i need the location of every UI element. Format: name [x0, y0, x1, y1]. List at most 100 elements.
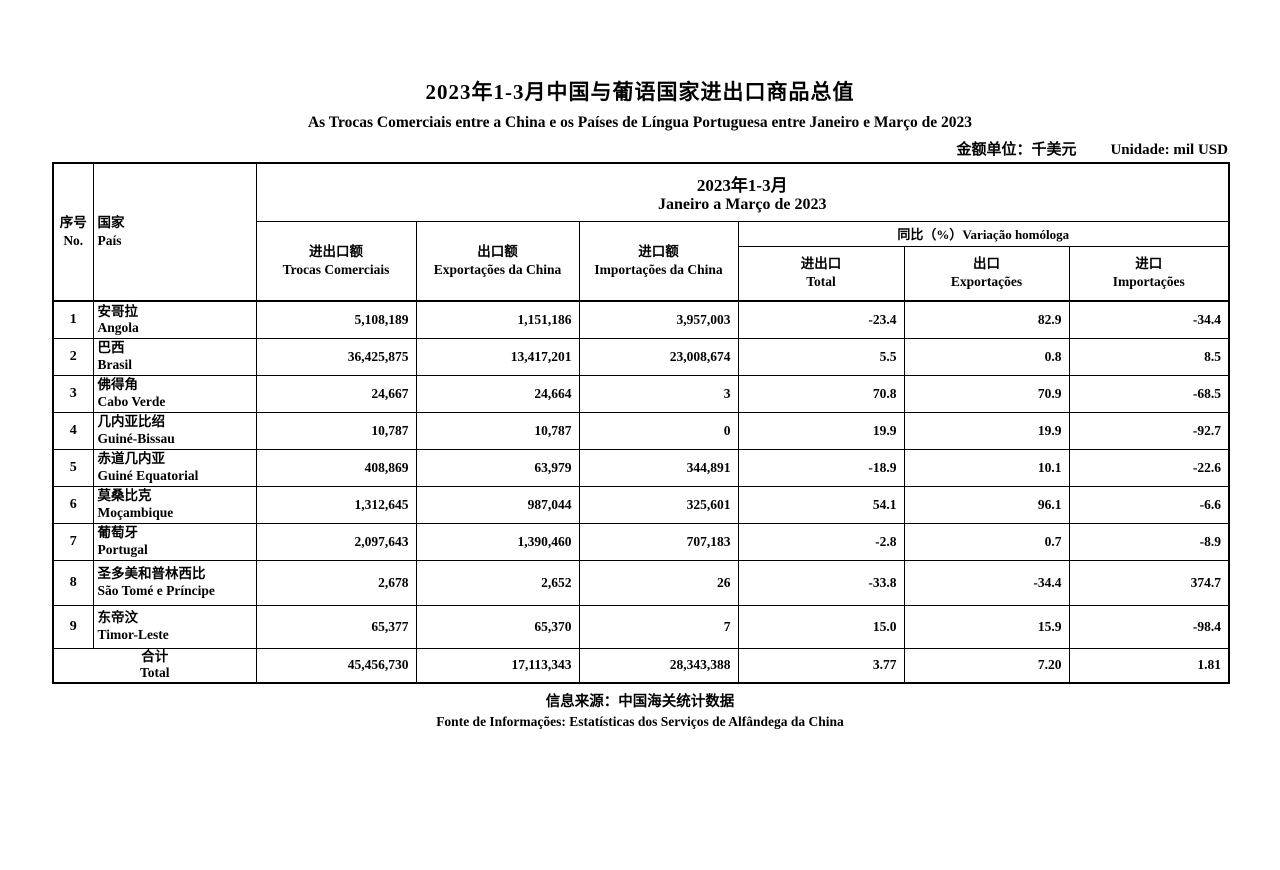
imports-value: 3,957,003: [578, 300, 739, 339]
trade-value: 408,869: [255, 448, 417, 487]
exports-value: 24,664: [415, 374, 580, 413]
yoy-imports-value: 8.5: [1068, 337, 1230, 376]
yoy-imports-value: -8.9: [1068, 522, 1230, 561]
col-header-yoy-exports-zh: 出口: [973, 256, 1000, 272]
exports-value: 65,370: [415, 604, 580, 649]
col-header-trade-zh: 进出口额: [309, 243, 363, 259]
col-header-no-pt: No.: [63, 233, 84, 248]
yoy-imports-value: 374.7: [1068, 559, 1230, 606]
table-row: 6 莫桑比克 Moçambique 1,312,645 987,044 325,…: [52, 485, 1230, 524]
col-header-no-zh: 序号: [59, 215, 87, 231]
col-header-exports-zh: 出口额: [477, 243, 518, 259]
exports-value: 1,390,460: [415, 522, 580, 561]
document-page: 2023年1-3月中国与葡语国家进出口商品总值 As Trocas Comerc…: [0, 76, 1280, 870]
col-header-trade: 进出口额 Trocas Comerciais: [255, 220, 417, 302]
source-note-zh: 信息来源：中国海关统计数据: [545, 694, 735, 711]
total-label-pt: Total: [139, 665, 170, 681]
col-header-imports: 进口额 Importações da China: [578, 220, 739, 302]
col-header-yoy-total-pt: Total: [806, 274, 836, 290]
table-row: 2 巴西 Brasil 36,425,875 13,417,201 23,008…: [52, 337, 1230, 376]
yoy-exports-value: 0.7: [903, 522, 1070, 561]
total-trade-value: 45,456,730: [255, 647, 417, 684]
col-header-country: 国家 País: [92, 162, 257, 302]
yoy-imports-value: -92.7: [1068, 411, 1230, 450]
trade-value: 2,097,643: [255, 522, 417, 561]
unit-label-pt: Unidade: mil USD: [1110, 142, 1228, 158]
col-header-yoy-total-zh: 进出口: [800, 256, 842, 272]
trade-table: 序号 No. 国家 País 2023年1-3月 Janeiro a Março…: [52, 162, 1230, 685]
yoy-imports-value: -68.5: [1068, 374, 1230, 413]
trade-value: 36,425,875: [255, 337, 417, 376]
row-no: 2: [52, 337, 94, 376]
trade-value: 65,377: [255, 604, 417, 649]
row-no: 3: [52, 374, 94, 413]
country-cell: 佛得角 Cabo Verde: [92, 374, 257, 413]
yoy-imports-value: -6.6: [1068, 485, 1230, 524]
yoy-exports-value: -34.4: [903, 559, 1070, 606]
country-name-zh: 葡萄牙: [97, 525, 139, 541]
col-header-imports-zh: 进口额: [638, 243, 679, 259]
col-header-yoy-imports: 进口 Importações: [1068, 245, 1230, 302]
row-no: 1: [52, 300, 94, 339]
header-row-yoy-group: 进出口额 Trocas Comerciais 出口额 Exportações d…: [53, 220, 1230, 302]
total-label-zh: 合计: [141, 648, 169, 664]
table-row: 4 几内亚比绍 Guiné-Bissau 10,787 10,787 0 19.…: [52, 411, 1230, 450]
yoy-exports-value: 0.8: [903, 337, 1070, 376]
country-name-pt: Guiné-Bissau: [97, 430, 175, 446]
period-header: 2023年1-3月 Janeiro a Março de 2023: [255, 162, 1230, 222]
country-name-pt: São Tomé e Príncipe: [97, 582, 215, 598]
yoy-total-value: 19.9: [737, 411, 905, 450]
country-name-pt: Timor-Leste: [97, 626, 169, 642]
total-yoy-exports-value: 7.20: [903, 647, 1070, 684]
table-row: 8 圣多美和普林西比 São Tomé e Príncipe 2,678 2,6…: [52, 559, 1230, 606]
country-name-pt: Moçambique: [97, 504, 174, 520]
yoy-total-value: 70.8: [737, 374, 905, 413]
country-cell: 葡萄牙 Portugal: [92, 522, 257, 561]
yoy-exports-value: 15.9: [903, 604, 1070, 649]
country-name-pt: Portugal: [97, 541, 148, 557]
table-row: 3 佛得角 Cabo Verde 24,667 24,664 3 70.8 70…: [52, 374, 1230, 413]
table-row: 9 东帝汶 Timor-Leste 65,377 65,370 7 15.0 1…: [52, 604, 1230, 649]
country-cell: 巴西 Brasil: [92, 337, 257, 376]
unit-label-zh: 金额单位：千美元: [956, 142, 1077, 158]
yoy-total-value: -23.4: [737, 300, 905, 339]
trade-value: 2,678: [255, 559, 417, 606]
table-row: 1 安哥拉 Angola 5,108,189 1,151,186 3,957,0…: [52, 300, 1230, 339]
imports-value: 0: [578, 411, 739, 450]
imports-value: 23,008,674: [578, 337, 739, 376]
exports-value: 1,151,186: [415, 300, 580, 339]
total-imports-value: 28,343,388: [578, 647, 739, 684]
col-header-exports: 出口额 Exportações da China: [415, 220, 580, 302]
total-yoy-imports-value: 1.81: [1068, 647, 1230, 684]
col-header-yoy-exports: 出口 Exportações: [903, 245, 1070, 302]
imports-value: 344,891: [578, 448, 739, 487]
imports-value: 325,601: [578, 485, 739, 524]
col-header-country-pt: País: [97, 233, 122, 248]
imports-value: 26: [578, 559, 739, 606]
country-cell: 东帝汶 Timor-Leste: [92, 604, 257, 649]
yoy-total-value: -33.8: [737, 559, 905, 606]
yoy-imports-value: -98.4: [1068, 604, 1230, 649]
yoy-exports-value: 70.9: [903, 374, 1070, 413]
trade-value: 24,667: [255, 374, 417, 413]
country-name-zh: 佛得角: [97, 377, 139, 393]
country-cell: 安哥拉 Angola: [92, 300, 257, 339]
col-header-exports-pt: Exportações da China: [433, 261, 562, 277]
col-header-yoy-imports-zh: 进口: [1135, 256, 1163, 272]
exports-value: 63,979: [415, 448, 580, 487]
yoy-group-header: 同比（%）Variação homóloga: [737, 220, 1230, 247]
country-name-zh: 巴西: [97, 340, 125, 356]
country-name-zh: 东帝汶: [97, 610, 139, 626]
country-name-zh: 圣多美和普林西比: [97, 566, 206, 582]
imports-value: 7: [578, 604, 739, 649]
exports-value: 987,044: [415, 485, 580, 524]
exports-value: 10,787: [415, 411, 580, 450]
country-name-zh: 莫桑比克: [97, 488, 152, 504]
total-exports-value: 17,113,343: [415, 647, 580, 684]
country-name-zh: 赤道几内亚: [97, 451, 166, 467]
period-header-zh: 2023年1-3月: [696, 175, 788, 195]
yoy-total-value: 5.5: [737, 337, 905, 376]
col-header-yoy-exports-pt: Exportações: [950, 274, 1023, 290]
unit-line: 金额单位：千美元 Unidade: mil USD: [52, 138, 1228, 159]
yoy-imports-value: -34.4: [1068, 300, 1230, 339]
